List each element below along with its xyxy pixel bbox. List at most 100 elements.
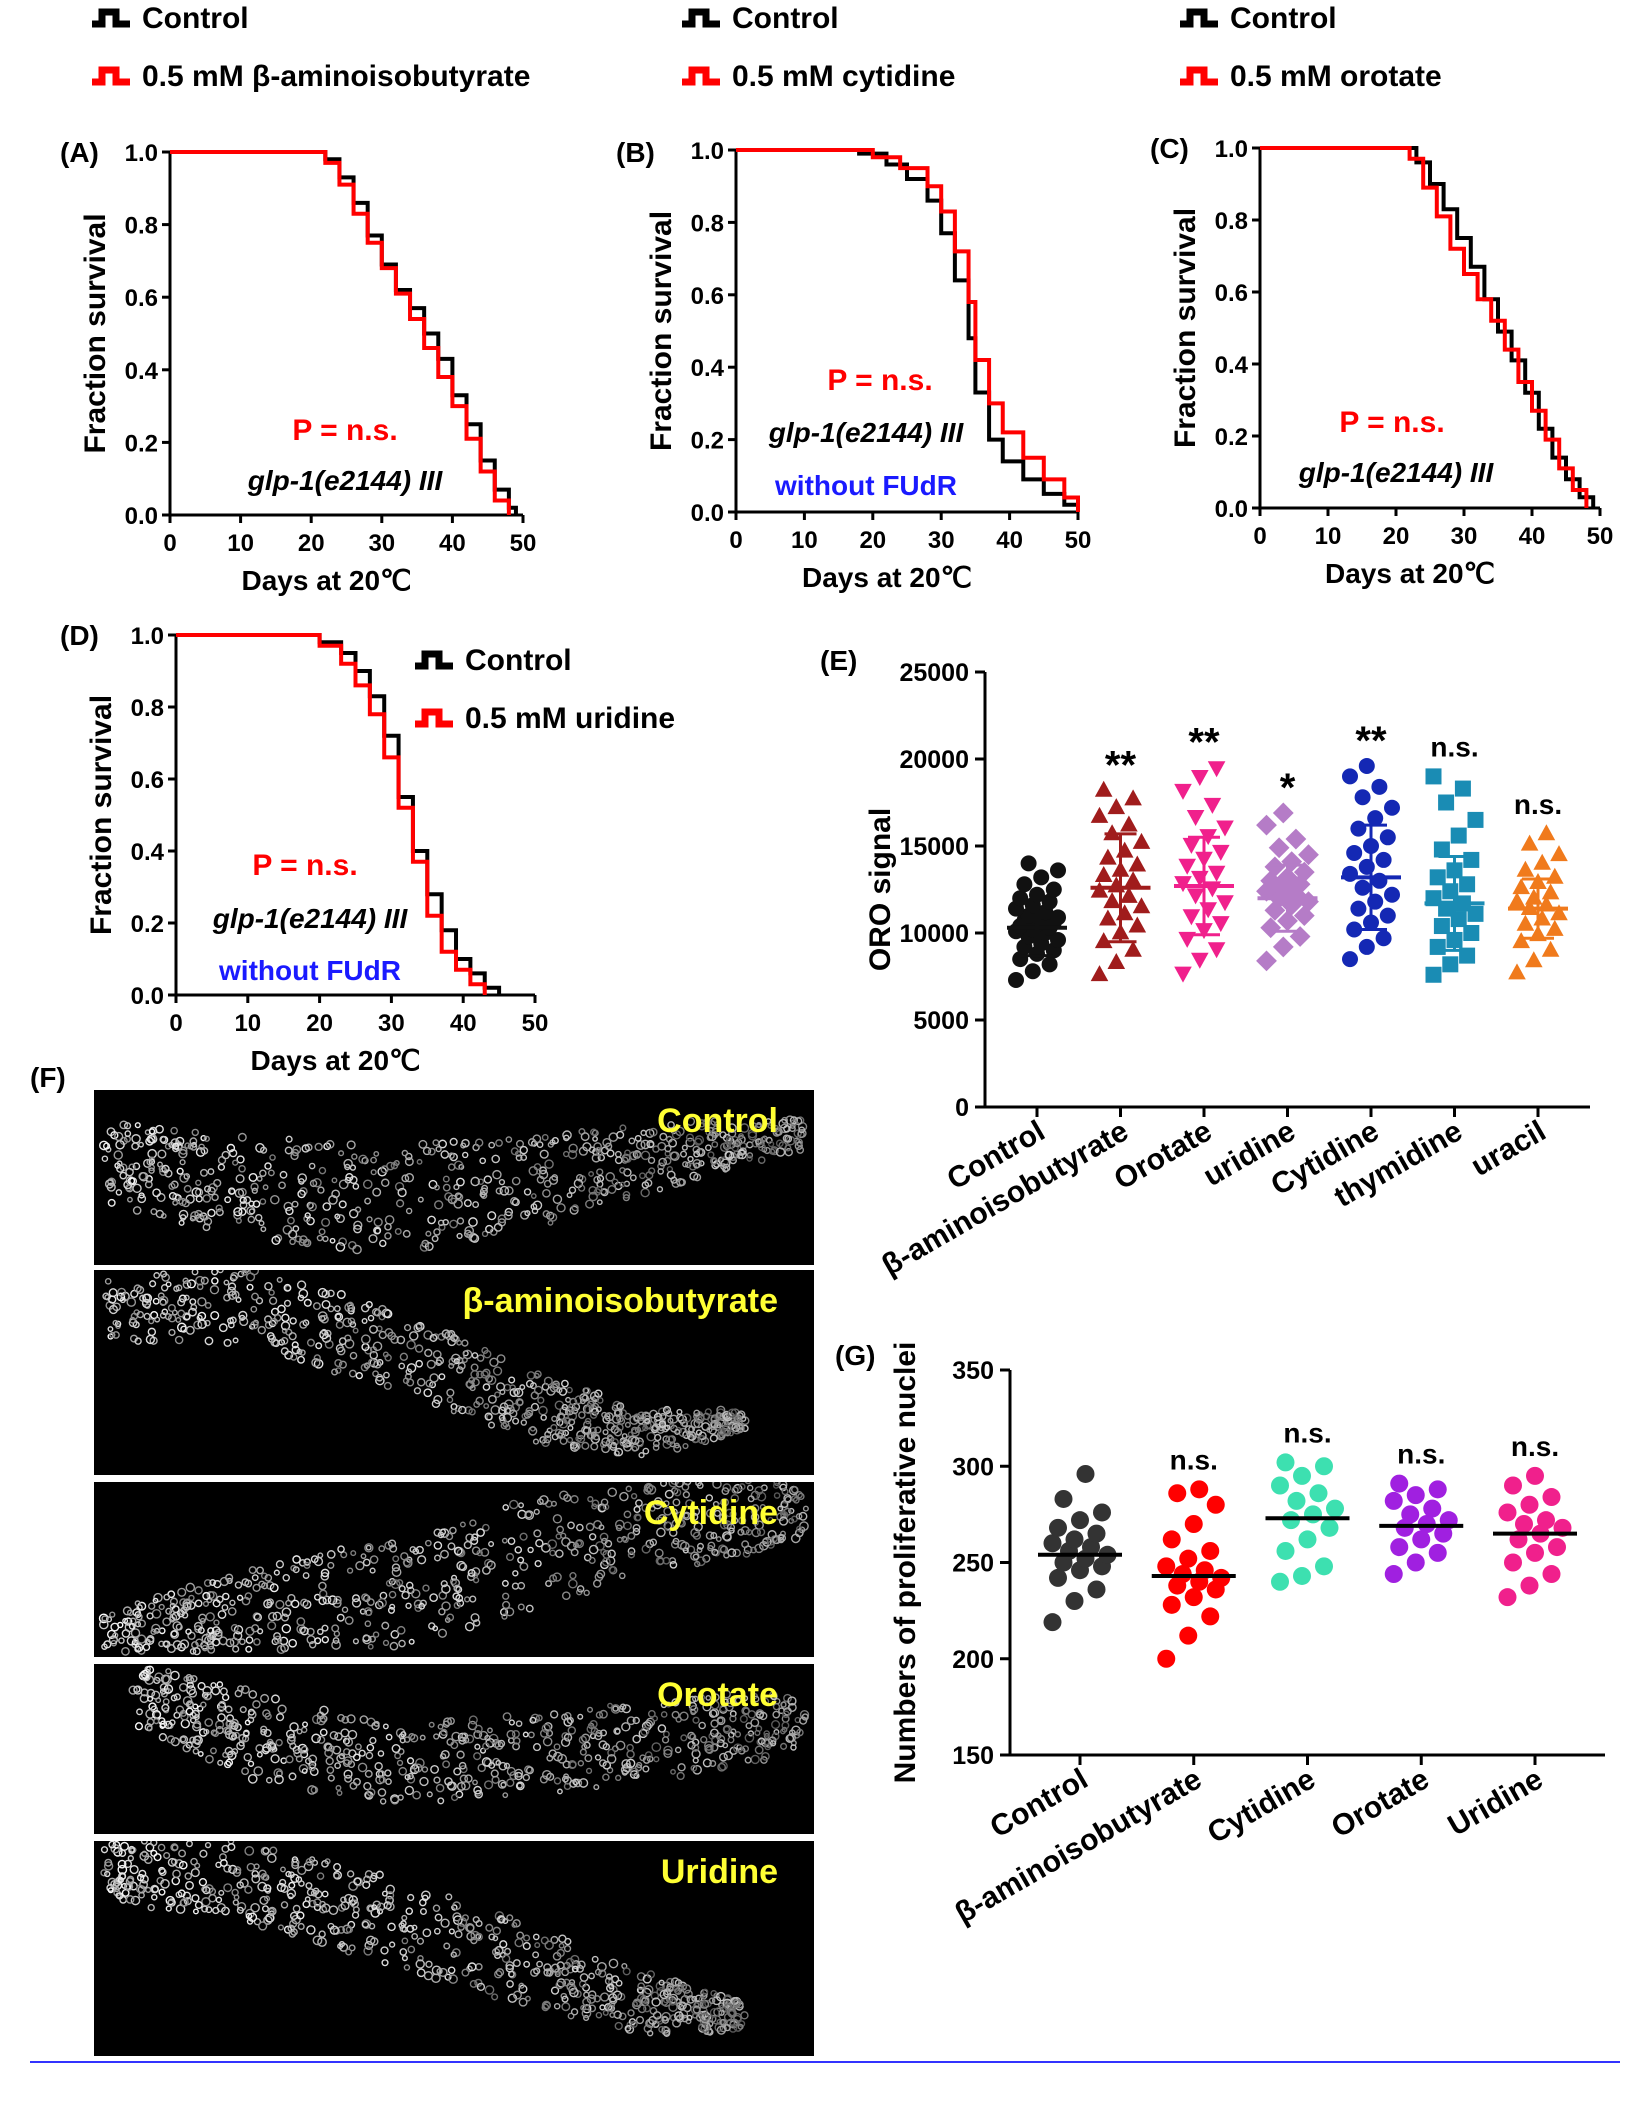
y-tick-label: 20000 xyxy=(899,746,969,774)
data-point xyxy=(1163,1596,1181,1614)
y-tick-label: 0 xyxy=(955,1094,969,1122)
legend-entry: Control xyxy=(1230,2,1337,35)
y-tick-label: 5000 xyxy=(913,1007,969,1035)
x-tick-label: 50 xyxy=(510,530,537,557)
data-point xyxy=(1163,1530,1181,1548)
control-survival-curve xyxy=(176,635,499,995)
data-point xyxy=(1342,768,1358,784)
genotype-annotation: glp-1(e2144) III xyxy=(247,465,444,496)
y-tick-label: 300 xyxy=(952,1453,994,1481)
data-point xyxy=(1050,862,1066,878)
data-point xyxy=(1168,1484,1186,1502)
data-point xyxy=(1212,845,1230,861)
panel-label: (C) xyxy=(1150,133,1189,164)
significance-label: n.s. xyxy=(1283,1417,1331,1448)
data-point xyxy=(1359,939,1375,955)
data-point xyxy=(1442,956,1458,972)
micrograph-control: Control xyxy=(94,1090,814,1265)
data-point xyxy=(1207,1496,1225,1514)
p-value-annotation: P = n.s. xyxy=(1339,406,1444,439)
data-point xyxy=(1290,926,1311,947)
data-point xyxy=(1355,789,1371,805)
data-point xyxy=(1093,1503,1111,1521)
figure-bottom-rule xyxy=(30,2061,1620,2063)
data-point xyxy=(1201,1607,1219,1625)
data-point xyxy=(1201,1542,1219,1560)
data-point xyxy=(1426,967,1442,983)
data-point xyxy=(1256,815,1277,836)
y-tick-label: 10000 xyxy=(899,920,969,948)
y-tick-label: 0.6 xyxy=(1215,280,1248,307)
data-point xyxy=(1350,821,1366,837)
y-tick-label: 0.0 xyxy=(691,500,724,527)
data-point xyxy=(1543,1565,1561,1583)
legend-swatch xyxy=(682,70,720,82)
data-point xyxy=(1179,1550,1197,1568)
category-label: Uridine xyxy=(1442,1762,1548,1842)
significance-label: ** xyxy=(1188,721,1220,765)
micrograph-orotate: Orotate xyxy=(94,1664,814,1834)
data-point xyxy=(1185,1588,1203,1606)
x-tick-label: 20 xyxy=(1383,523,1410,550)
x-tick-label: 40 xyxy=(996,527,1023,554)
data-point xyxy=(1548,1538,1566,1556)
x-tick-label: 10 xyxy=(791,527,818,554)
data-point xyxy=(1179,1627,1197,1645)
panel-label: (D) xyxy=(60,620,99,651)
data-point xyxy=(1271,1477,1289,1495)
y-tick-label: 0.4 xyxy=(691,355,725,382)
y-tick-label: 0.2 xyxy=(691,428,724,455)
data-point xyxy=(1025,963,1041,979)
data-point xyxy=(1517,861,1535,877)
data-point xyxy=(1216,820,1234,836)
data-point xyxy=(1508,963,1526,979)
data-point xyxy=(1321,1519,1339,1537)
micrograph-beta-aminoisobutyrate: β-aminoisobutyrate xyxy=(94,1270,814,1475)
data-point xyxy=(1046,882,1062,898)
data-point xyxy=(1212,916,1230,932)
data-point xyxy=(1342,951,1358,967)
panel-label: (B) xyxy=(616,137,655,168)
y-tick-label: 0.0 xyxy=(131,983,164,1010)
legend-swatch xyxy=(415,712,453,724)
data-point xyxy=(1355,880,1371,896)
data-point xyxy=(1463,852,1479,868)
y-tick-label: 0.2 xyxy=(125,430,158,457)
p-value-annotation: P = n.s. xyxy=(827,364,932,397)
category-label: Orotate xyxy=(1109,1114,1218,1196)
x-tick-label: 30 xyxy=(1451,523,1478,550)
data-point xyxy=(1204,881,1222,897)
data-point xyxy=(1099,909,1117,925)
data-point xyxy=(1108,798,1126,814)
data-point xyxy=(1199,902,1217,918)
x-tick-label: 30 xyxy=(378,1010,405,1037)
data-point xyxy=(1299,1530,1317,1548)
data-point xyxy=(1412,1530,1430,1548)
y-tick-label: 0.2 xyxy=(131,911,164,938)
data-point xyxy=(1120,816,1138,832)
y-tick-label: 0.8 xyxy=(125,213,158,240)
data-point xyxy=(1066,1592,1084,1610)
data-point xyxy=(1103,824,1121,840)
data-point xyxy=(1066,1530,1084,1548)
data-point xyxy=(1504,1477,1522,1495)
data-point xyxy=(1376,930,1392,946)
y-tick-label: 0.4 xyxy=(125,358,159,385)
x-tick-label: 0 xyxy=(169,1010,182,1037)
data-point xyxy=(1108,953,1126,969)
data-point xyxy=(1288,1492,1306,1510)
data-point xyxy=(1273,937,1294,958)
data-point xyxy=(1315,1557,1333,1575)
data-point xyxy=(1008,972,1024,988)
data-point xyxy=(1550,845,1568,861)
legend-entry: 0.5 mM β-aminoisobutyrate xyxy=(142,60,530,93)
p-value-annotation: P = n.s. xyxy=(292,414,397,447)
data-point xyxy=(1380,908,1396,924)
data-point xyxy=(1468,812,1484,828)
data-point xyxy=(1546,868,1564,884)
legend-entry: Control xyxy=(732,2,839,35)
data-point xyxy=(1129,856,1147,872)
data-point xyxy=(1049,1569,1067,1587)
